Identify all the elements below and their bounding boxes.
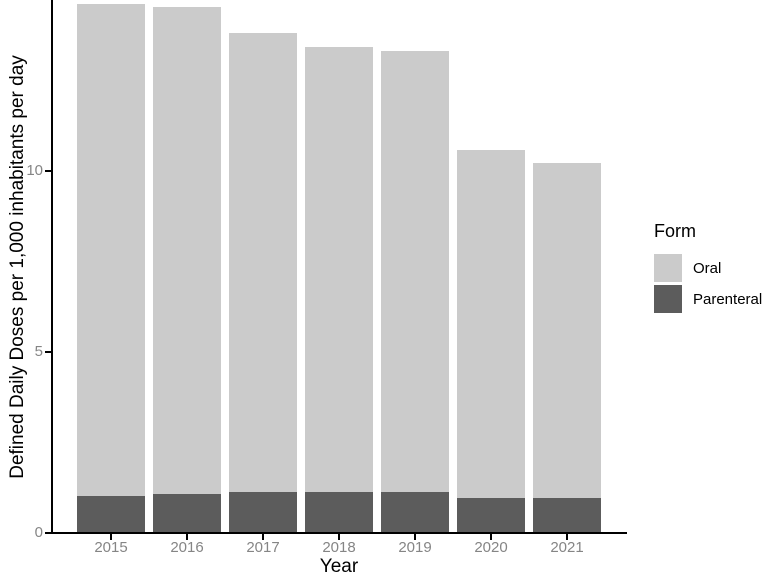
bar-segment-2019-oral bbox=[381, 50, 449, 493]
bar-segment-2019-parenteral bbox=[381, 492, 449, 532]
bar-segment-2018-oral bbox=[305, 47, 373, 493]
bar-segment-2015-parenteral bbox=[77, 495, 145, 532]
legend-swatch-oral bbox=[654, 254, 682, 282]
x-axis-title: Year bbox=[319, 556, 359, 577]
x-tick-label-2015: 2015 bbox=[94, 539, 128, 556]
plot-panel bbox=[51, 0, 627, 534]
legend-swatch-parenteral bbox=[654, 285, 682, 313]
bar-segment-2016-oral bbox=[153, 7, 221, 494]
x-tick-mark-2019 bbox=[414, 534, 416, 540]
y-tick-label-10: 10 bbox=[26, 162, 43, 180]
x-tick-label-2016: 2016 bbox=[170, 539, 204, 556]
y-tick-mark-0 bbox=[45, 532, 51, 534]
legend-title: Form bbox=[654, 221, 696, 241]
x-tick-mark-2020 bbox=[490, 534, 492, 540]
bar-segment-2021-oral bbox=[533, 162, 601, 498]
bar-segment-2017-parenteral bbox=[229, 492, 297, 532]
y-axis-title: Defined Daily Doses per 1,000 inhabitant… bbox=[7, 55, 28, 479]
legend-label-parenteral: Parenteral bbox=[693, 290, 763, 308]
x-tick-label-2017: 2017 bbox=[246, 539, 280, 556]
y-tick-mark-10 bbox=[45, 170, 51, 173]
x-tick-label-2018: 2018 bbox=[322, 539, 356, 556]
x-tick-label-2019: 2019 bbox=[398, 539, 432, 556]
legend: Form Oral Parenteral bbox=[654, 221, 766, 316]
bar-segment-2020-parenteral bbox=[457, 497, 525, 532]
bar-segment-2021-parenteral bbox=[533, 497, 601, 532]
x-tick-mark-2016 bbox=[186, 534, 188, 540]
bar-segment-2017-oral bbox=[229, 32, 297, 493]
bar-segment-2015-oral bbox=[77, 3, 145, 496]
legend-item-parenteral: Parenteral bbox=[654, 285, 766, 313]
y-tick-mark-5 bbox=[45, 351, 51, 354]
x-tick-mark-2018 bbox=[338, 534, 340, 540]
y-tick-label-0: 0 bbox=[34, 524, 43, 541]
legend-item-oral: Oral bbox=[654, 254, 766, 282]
legend-label-oral: Oral bbox=[693, 259, 722, 277]
x-tick-label-2020: 2020 bbox=[474, 539, 508, 556]
bar-segment-2016-parenteral bbox=[153, 494, 221, 532]
x-tick-mark-2021 bbox=[566, 534, 568, 540]
x-tick-mark-2015 bbox=[110, 534, 112, 540]
x-tick-label-2021: 2021 bbox=[550, 539, 584, 556]
y-tick-label-5: 5 bbox=[34, 343, 43, 361]
bar-segment-2020-oral bbox=[457, 150, 525, 498]
bar-segment-2018-parenteral bbox=[305, 492, 373, 532]
x-tick-mark-2017 bbox=[262, 534, 264, 540]
legend-items: Oral Parenteral bbox=[654, 254, 766, 313]
